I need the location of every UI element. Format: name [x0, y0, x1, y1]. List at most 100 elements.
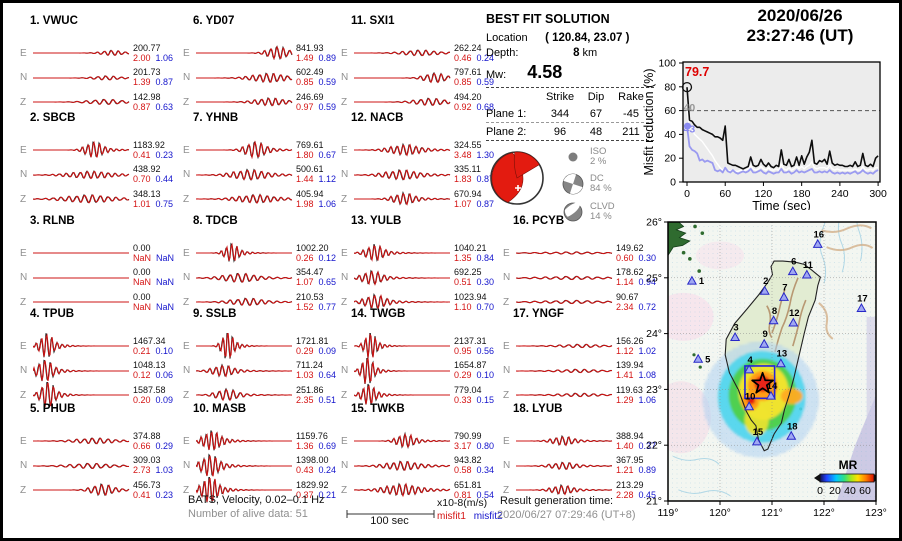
station-triangle-15 — [751, 436, 762, 446]
waveform-YHNB-N — [196, 168, 293, 181]
waveform-SBCB-E — [33, 140, 130, 158]
amplitude-value: 494.20 — [454, 91, 482, 102]
trace-values: 0.00 NaN NaN — [133, 267, 174, 288]
station-number-7: 7 — [782, 282, 787, 293]
component-label: Z — [20, 389, 27, 401]
misfit2-value: 0.72 — [638, 301, 657, 312]
misfit1-value: 3.48 — [454, 149, 472, 160]
component-label: Z — [20, 193, 27, 205]
trace-values: 841.93 1.49 0.89 — [296, 43, 336, 63]
component-label: E — [20, 340, 27, 352]
misfit1-value: 1.07 — [454, 198, 472, 209]
misfit-values: 0.66 0.29 — [133, 441, 173, 451]
trace-values: 210.53 1.52 0.77 — [296, 292, 336, 312]
station-panel-LYUB: 18. LYUB E 388.94 1.40 0.37 N 367.95 1.21 0.89 Z 2… — [503, 401, 669, 503]
station-panel-YULB: 13. YULB E 1040.21 1.35 0.84 N 692.25 0.51 0.30 Z… — [341, 213, 507, 315]
station-title: 16. PCYB — [513, 215, 565, 227]
station-triangle-9 — [759, 338, 770, 348]
misfit1-value: 0.37 — [296, 489, 314, 500]
dc-row: DC 84 % — [560, 172, 615, 196]
station-number-11: 11 — [803, 260, 814, 271]
axis-cross — [515, 185, 521, 191]
station-title: 12. NACB — [351, 112, 404, 124]
trace-row-Z: Z 670.94 1.07 0.87 — [341, 187, 507, 212]
plane1-dip: 67 — [589, 107, 603, 120]
station-number-8: 8 — [772, 306, 777, 317]
trace-row-Z: Z 456.73 0.41 0.23 — [20, 478, 186, 503]
component-label: Z — [341, 296, 348, 308]
misfit1-value: 2.35 — [296, 394, 314, 405]
trace-row-Z: Z 1023.94 1.10 0.70 — [341, 290, 507, 315]
location-value: ( 120.84, 23.07 ) — [545, 32, 630, 44]
component-label: Z — [341, 193, 348, 205]
component-label: Z — [341, 484, 348, 496]
misfit1-value: 2.34 — [616, 301, 634, 312]
blue-marker-dot — [684, 122, 691, 130]
misfit1-value: 0.46 — [454, 52, 472, 63]
misfit2-value: 0.64 — [318, 370, 337, 381]
misfit2-value: 0.87 — [476, 198, 495, 209]
component-label: N — [183, 460, 191, 472]
misfit-values: 0.85 0.59 — [296, 77, 336, 87]
trace-values: 1048.13 0.12 0.06 — [133, 361, 173, 381]
y-tick-label: 60 — [664, 105, 676, 117]
amplitude-value: 779.04 — [454, 384, 482, 395]
plane1-label: Plane 1: — [486, 107, 527, 120]
misfit2-value: 0.21 — [318, 489, 337, 500]
waveform-SSLB-N — [196, 363, 293, 378]
trace-row-Z: Z 90.67 2.34 0.72 — [503, 290, 669, 315]
trace-row-E: E 388.94 1.40 0.37 — [503, 429, 669, 454]
misfit2-value: 0.30 — [638, 252, 657, 263]
misfit2-value: 1.08 — [638, 370, 657, 381]
iso-pct: 2 % — [590, 156, 607, 167]
misfit1-value: 1.14 — [616, 277, 634, 288]
trace-values: 90.67 2.34 0.72 — [616, 292, 657, 312]
y-tick-label: 0 — [670, 177, 676, 189]
component-label: N — [20, 272, 28, 284]
map-lon-label: 119° — [658, 507, 679, 519]
amplitude-value: 142.98 — [133, 91, 161, 102]
station-triangle-8 — [768, 315, 779, 325]
misfit-values: 1.07 0.65 — [296, 277, 336, 287]
waveform-RLNB-Z — [33, 301, 129, 303]
x-tick-label: 300 — [869, 188, 887, 200]
peak-misfit-annotation: 79.7 — [685, 65, 709, 79]
misfit-values: NaN NaN — [133, 253, 174, 263]
amplitude-value: 149.62 — [616, 242, 644, 253]
misfit1-value: NaN — [133, 301, 152, 312]
trace-values: 142.98 0.87 0.63 — [133, 91, 173, 112]
waveform-RLNB-N — [33, 277, 129, 279]
misfit1-value: 0.58 — [454, 465, 472, 476]
component-label: E — [20, 247, 27, 259]
component-label: Z — [341, 96, 348, 108]
trace-values: 246.69 0.97 0.59 — [296, 92, 336, 112]
misfit1-value: 0.85 — [296, 77, 314, 88]
amplitude-value: 2137.31 — [454, 335, 487, 346]
colorbar-label: MR — [839, 458, 858, 472]
station-number-14: 14 — [767, 381, 778, 392]
trace-row-Z: Z 779.04 0.33 0.15 — [341, 383, 507, 408]
misfit1-value: 0.92 — [454, 101, 472, 112]
trace-values: 1654.87 0.29 0.10 — [454, 360, 494, 381]
colorbar-tick: 20 — [829, 485, 841, 497]
amplitude-value: 0.00 — [133, 267, 151, 278]
trace-values: 149.62 0.60 0.30 — [616, 242, 657, 263]
result-generation-time: 2020/06/27 07:29:46 (UT+8) — [497, 509, 636, 521]
waveform-SXI1-E — [354, 49, 451, 57]
misfit1-value: 0.70 — [133, 174, 151, 185]
station-panel-TWGB: 14. TWGB E 2137.31 0.95 0.56 N 1654.87 0.29 0.10… — [341, 306, 507, 408]
trace-values: 156.26 1.12 1.02 — [616, 336, 656, 356]
amplitude-value: 711.24 — [296, 360, 323, 371]
misfit2-value: 1.12 — [318, 174, 337, 185]
component-label: E — [341, 47, 348, 59]
x-axis-label: Time (sec) — [752, 199, 811, 210]
amplitude-value: 1002.20 — [296, 242, 329, 253]
amplitude-value: 1654.87 — [454, 360, 487, 371]
misfit1-value: NaN — [133, 252, 152, 263]
trace-row-Z: Z 119.63 1.29 1.06 — [503, 383, 669, 408]
dc-label: DC — [590, 173, 604, 184]
best-fit-solution-panel: BEST FIT SOLUTION Location ( 120.84, 23.… — [486, 12, 654, 223]
map-lon-label: 122° — [813, 507, 835, 519]
misfit-values: 1.36 0.69 — [296, 441, 336, 451]
misfit2-value: 0.24 — [476, 52, 495, 63]
